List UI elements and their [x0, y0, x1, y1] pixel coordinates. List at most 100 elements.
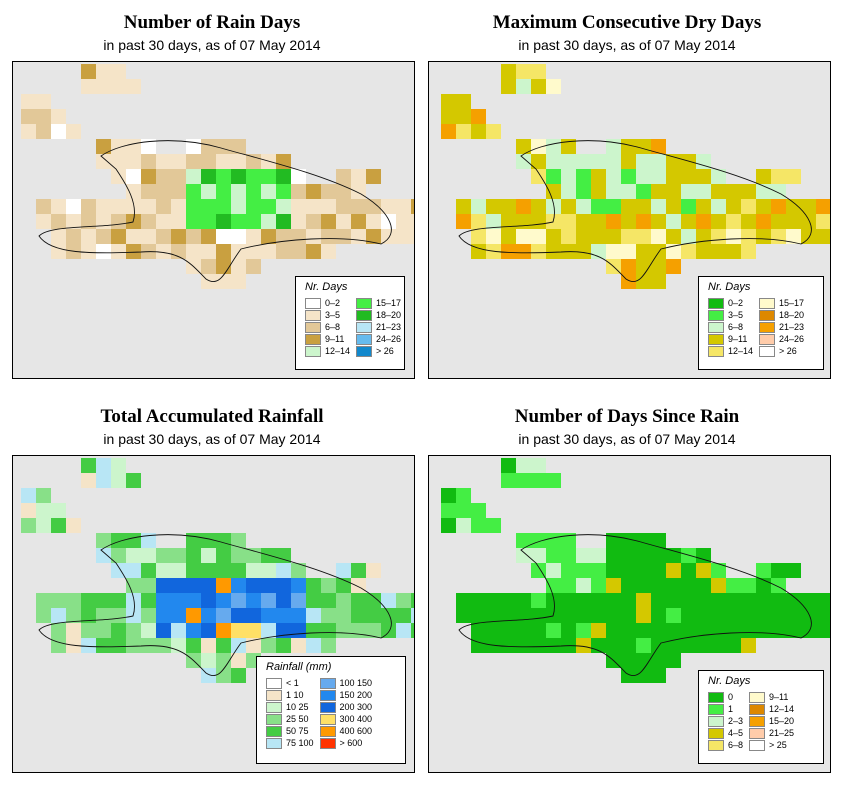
grid-cell — [471, 608, 486, 623]
grid-cell — [51, 124, 66, 139]
grid-cell — [621, 199, 636, 214]
grid-cell — [216, 563, 231, 578]
legend-item: 3–5 — [305, 309, 350, 321]
legend-item: 25 50 — [266, 713, 314, 725]
grid-cell — [216, 548, 231, 563]
grid-cell — [246, 578, 261, 593]
grid-cell — [216, 593, 231, 608]
grid-cell — [696, 608, 711, 623]
grid-cell — [141, 608, 156, 623]
grid-cell — [231, 533, 246, 548]
grid-cell — [591, 199, 606, 214]
legend-swatch — [305, 345, 321, 357]
grid-cell — [666, 563, 681, 578]
grid-cell — [216, 638, 231, 653]
legend-label: 6–8 — [325, 322, 341, 332]
grid-cell — [306, 638, 321, 653]
grid-cell — [591, 563, 606, 578]
grid-cell — [351, 199, 366, 214]
legend-item: 9–11 — [749, 691, 794, 703]
legend-label: 3–5 — [728, 310, 744, 320]
grid-cell — [111, 139, 126, 154]
grid-cell — [531, 548, 546, 563]
grid-cell — [81, 638, 96, 653]
grid-cell — [381, 229, 396, 244]
grid-cell — [321, 244, 336, 259]
grid-cell — [681, 638, 696, 653]
grid-cell — [81, 623, 96, 638]
grid-cell — [216, 668, 231, 683]
grid-cell — [216, 229, 231, 244]
grid-cell — [96, 533, 111, 548]
grid-cell — [171, 199, 186, 214]
grid-cell — [141, 533, 156, 548]
grid-cell — [21, 488, 36, 503]
grid-cell — [456, 503, 471, 518]
grid-cell — [801, 608, 816, 623]
legend-swatch — [708, 321, 724, 333]
grid-cell — [486, 593, 501, 608]
grid-cell — [606, 548, 621, 563]
grid-cell — [306, 214, 321, 229]
grid-cell — [606, 608, 621, 623]
grid-cell — [681, 199, 696, 214]
grid-cell — [66, 229, 81, 244]
grid-cell — [261, 623, 276, 638]
grid-cell — [561, 184, 576, 199]
grid-cell — [501, 199, 516, 214]
grid-cell — [351, 593, 366, 608]
grid-cell — [816, 214, 830, 229]
grid-cell — [711, 184, 726, 199]
grid-cell — [546, 79, 561, 94]
grid-cell — [336, 623, 351, 638]
grid-cell — [231, 274, 246, 289]
grid-cell — [666, 154, 681, 169]
grid-cell — [96, 214, 111, 229]
grid-cell — [216, 623, 231, 638]
grid-cell — [531, 458, 546, 473]
grid-cell — [756, 608, 771, 623]
grid-cell — [21, 94, 36, 109]
grid-cell — [726, 593, 741, 608]
grid-cell — [276, 184, 291, 199]
legend-swatch — [319, 689, 336, 701]
legend-swatch — [708, 297, 724, 309]
legend-swatch — [319, 725, 336, 737]
grid-cell — [801, 229, 816, 244]
grid-cell — [516, 214, 531, 229]
coastline — [458, 140, 812, 282]
legend-label: < 1 — [286, 678, 299, 688]
grid-cell — [396, 229, 411, 244]
grid-cell — [681, 593, 696, 608]
grid-cell — [456, 488, 471, 503]
grid-cell — [591, 593, 606, 608]
grid-cell — [216, 244, 231, 259]
grid-cell — [276, 229, 291, 244]
grid-cell — [66, 518, 81, 533]
legend-label: 4–5 — [728, 728, 744, 738]
grid-cell — [711, 169, 726, 184]
grid-cell — [621, 578, 636, 593]
grid-cell — [531, 563, 546, 578]
grid-cell — [696, 563, 711, 578]
grid-cell — [21, 518, 36, 533]
grid-cell — [306, 623, 321, 638]
grid-cell — [636, 563, 651, 578]
grid-cell — [471, 109, 486, 124]
grid-cell — [96, 244, 111, 259]
grid-cell — [561, 154, 576, 169]
grid-cell — [651, 259, 666, 274]
legend-entries: 0–2 3–5 6–8 9–11 12–14 15–17 18–20 21–23 24–26 > … — [305, 297, 401, 357]
grid-cell — [591, 184, 606, 199]
legend-swatch — [708, 309, 724, 321]
grid-cell — [186, 199, 201, 214]
grid-cell — [111, 533, 126, 548]
grid-cell — [441, 503, 456, 518]
grid-cell — [696, 184, 711, 199]
legend-swatch — [356, 321, 373, 333]
panel-title: Total Accumulated Rainfall — [100, 406, 324, 427]
legend-item: 4–5 — [708, 727, 743, 739]
grid-cell — [261, 608, 276, 623]
legend-label: 6–8 — [728, 740, 744, 750]
grid-cell — [411, 199, 414, 214]
